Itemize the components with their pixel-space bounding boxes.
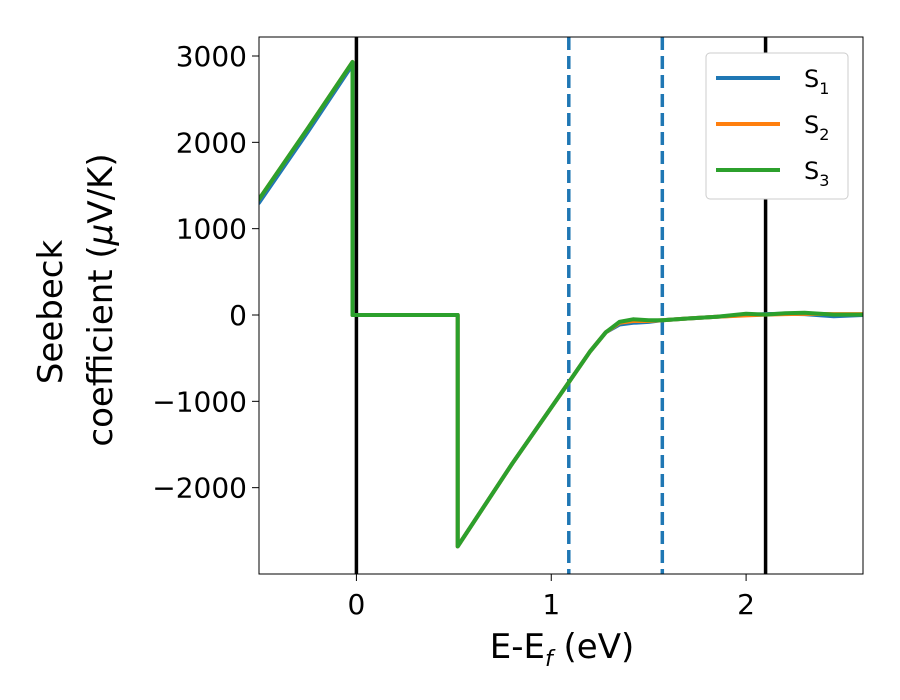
reference-lines [354, 37, 768, 574]
y-axis-label-mu: μ [81, 224, 121, 247]
y-tick-label: 1000 [176, 213, 247, 246]
legend-label-s1: S1 [804, 65, 829, 98]
y-tick-label: 0 [229, 299, 247, 332]
series-line-s3 [259, 60, 863, 549]
legend-label-s2: S2 [804, 111, 829, 144]
x-axis-label-main: E-E [490, 627, 545, 667]
legend-label-s3: S3 [804, 157, 829, 190]
y-tick-label: −1000 [152, 385, 247, 418]
y-axis-label-line2: coefficient (μV/K) [81, 153, 121, 446]
series-lines [259, 60, 863, 549]
x-axis-label-sub: f [545, 647, 556, 672]
y-axis-ticks: −2000 −1000 0 1000 2000 3000 [152, 40, 259, 505]
y-tick-label: −2000 [152, 472, 247, 505]
x-tick-label: 2 [737, 588, 755, 621]
x-tick-label: 1 [542, 588, 560, 621]
legend: S1 S2 S3 [705, 52, 849, 200]
x-tick-label: 0 [348, 588, 366, 621]
x-axis-label: E-Ef (eV) [490, 627, 635, 672]
y-tick-label: 3000 [176, 40, 247, 73]
y-axis-label-post: V/K) [81, 153, 121, 223]
x-axis-ticks: 0 1 2 [348, 574, 755, 621]
y-axis-label-line1: Seebeck [31, 240, 71, 385]
y-tick-label: 2000 [176, 126, 247, 159]
y-axis-label-pre: coefficient ( [81, 245, 121, 446]
plot-frame [258, 36, 864, 575]
x-axis-label-unit: (eV) [553, 627, 635, 667]
